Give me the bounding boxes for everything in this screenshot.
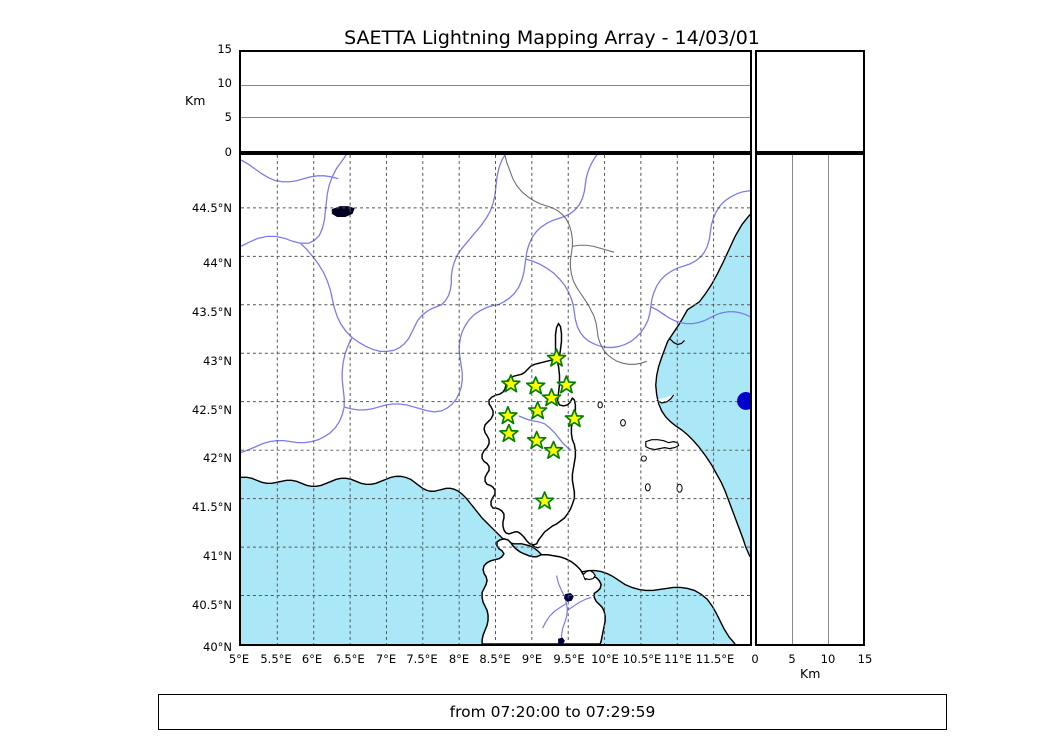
tick-lon-10: 10°E <box>591 652 619 666</box>
lightning-map-panel[interactable] <box>239 153 752 646</box>
page-title: SAETTA Lightning Mapping Array - 14/03/0… <box>344 27 760 49</box>
tick-east-15: 15 <box>857 652 873 666</box>
tick-lon-11: 11°E <box>664 652 692 666</box>
tick-lat-42: 42°N <box>203 451 232 465</box>
tick-lon-10-5: 10.5°E <box>622 652 662 666</box>
time-range-statusbar: from 07:20:00 to 07:29:59 <box>158 694 947 730</box>
tick-lat-44-5: 44.5°N <box>192 201 232 215</box>
tick-lon-11-5: 11.5°E <box>695 652 735 666</box>
time-range-text: from 07:20:00 to 07:29:59 <box>449 703 656 721</box>
tick-lat-41: 41°N <box>203 549 232 563</box>
gridline-10km <box>241 84 750 86</box>
tick-lat-40: 40°N <box>203 640 232 654</box>
altitude-vs-longitude-panel <box>239 50 752 153</box>
tick-top-0: 0 <box>224 145 232 159</box>
tick-lon-8: 8°E <box>448 652 470 666</box>
tick-lon-9-5: 9.5°E <box>553 652 585 666</box>
altitude-histogram-panel <box>755 50 865 153</box>
tick-east-0: 0 <box>751 652 759 666</box>
tick-east-5: 5 <box>788 652 796 666</box>
tick-lat-42-5: 42.5°N <box>192 403 232 417</box>
tick-lat-41-5: 41.5°N <box>192 500 232 514</box>
tick-lat-44: 44°N <box>203 256 232 270</box>
gridline-5km-vertical <box>792 155 794 644</box>
tick-lat-40-5: 40.5°N <box>192 598 232 612</box>
axis-label-km-vertical: Km <box>185 93 206 108</box>
gridline-5km <box>241 117 750 119</box>
tick-lon-7-5: 7.5°E <box>406 652 438 666</box>
tick-lon-7: 7°E <box>375 652 397 666</box>
tick-lon-5-5: 5.5°E <box>260 652 292 666</box>
map-gridlines <box>241 155 750 644</box>
tick-top-10: 10 <box>217 76 232 90</box>
tick-lon-6: 6°E <box>301 652 323 666</box>
tick-lon-8-5: 8.5°E <box>479 652 511 666</box>
tick-lat-43: 43°N <box>203 354 232 368</box>
tick-lat-43-5: 43.5°N <box>192 305 232 319</box>
altitude-vs-latitude-panel <box>755 153 865 646</box>
reference-marker-blue[interactable] <box>241 155 750 644</box>
gridline-10km-vertical <box>827 155 829 644</box>
tick-lon-5: 5°E <box>228 652 250 666</box>
tick-lon-6-5: 6.5°E <box>333 652 365 666</box>
tick-top-15: 15 <box>217 42 232 56</box>
tick-east-10: 10 <box>820 652 836 666</box>
tick-lon-9: 9°E <box>521 652 543 666</box>
axis-label-km-horizontal: Km <box>800 666 821 681</box>
tick-top-5: 5 <box>224 110 232 124</box>
